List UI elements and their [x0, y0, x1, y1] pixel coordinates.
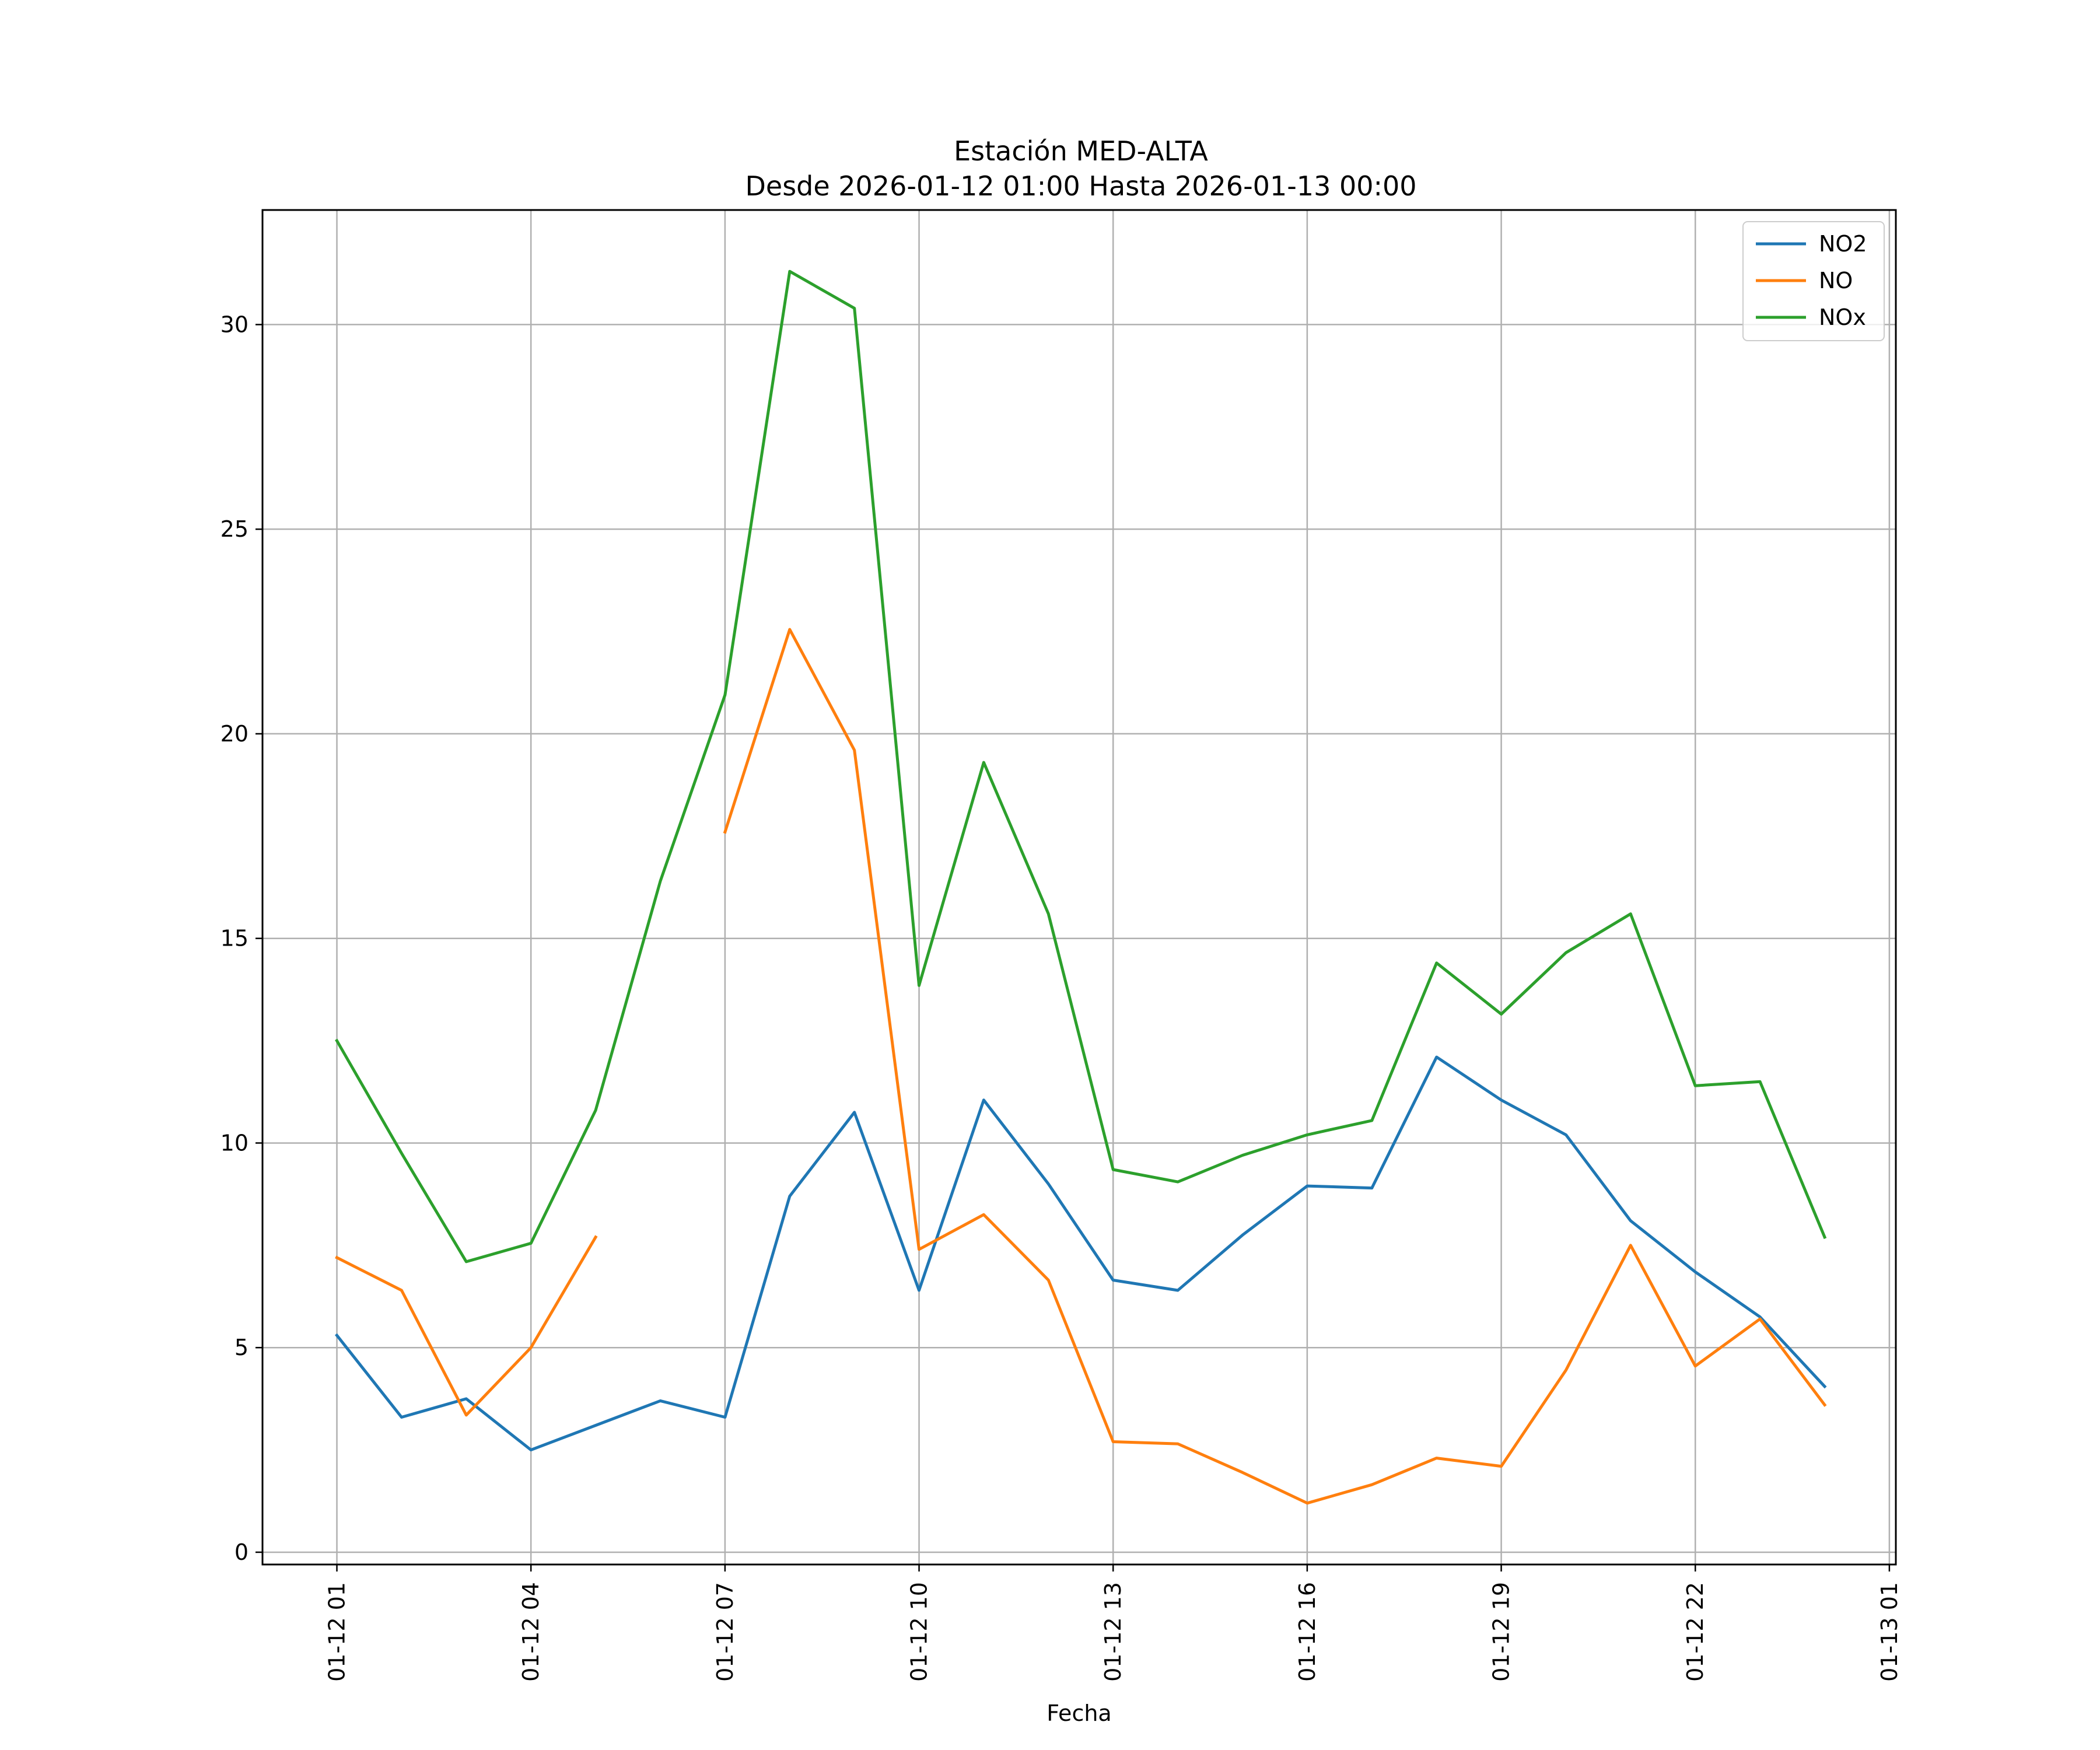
x-tick-label: 01-12 07 — [712, 1582, 738, 1682]
x-tick-label: 01-12 22 — [1682, 1582, 1708, 1682]
series-line-no2 — [334, 1055, 1827, 1452]
x-tick-label: 01-12 01 — [324, 1582, 350, 1682]
legend-box — [1742, 221, 1885, 341]
x-tick-label: 01-12 04 — [518, 1582, 544, 1682]
plot-area-frame — [261, 209, 1897, 1566]
x-tick-label: 01-12 10 — [907, 1582, 932, 1682]
y-tick-label: 25 — [220, 516, 249, 542]
x-tick-label: 01-13 01 — [1877, 1582, 1902, 1682]
grid-lines — [262, 210, 1896, 1564]
y-tick-label: 10 — [220, 1130, 249, 1156]
legend: NO2 NO NOx — [1742, 221, 1885, 341]
legend-label-no: NO — [1819, 268, 1853, 293]
y-tick-label: 30 — [220, 312, 249, 337]
x-tick-label: 01-12 13 — [1100, 1582, 1126, 1682]
y-tick-label: 0 — [235, 1539, 249, 1565]
legend-label-no2: NO2 — [1819, 231, 1867, 257]
x-tick-label: 01-12 19 — [1489, 1582, 1514, 1682]
series-lines — [334, 270, 1827, 1505]
series-line-nox — [335, 270, 1827, 1264]
chart-title: Estación MED-ALTA — [954, 135, 1208, 167]
y-tick-label: 5 — [235, 1335, 249, 1360]
series-line-no — [335, 628, 1827, 1505]
x-tick-label: 01-12 16 — [1294, 1582, 1320, 1682]
x-axis-label: Fecha — [1046, 1700, 1111, 1726]
axis-ticks: 01-12 01 01-12 04 01-12 07 01-12 10 01-12 13… — [220, 312, 1902, 1681]
y-tick-label: 20 — [220, 721, 249, 747]
legend-label-nox: NOx — [1819, 304, 1866, 330]
chart-subtitle: Desde 2026-01-12 01:00 Hasta 2026-01-13 … — [745, 170, 1416, 202]
y-tick-label: 15 — [220, 926, 249, 951]
